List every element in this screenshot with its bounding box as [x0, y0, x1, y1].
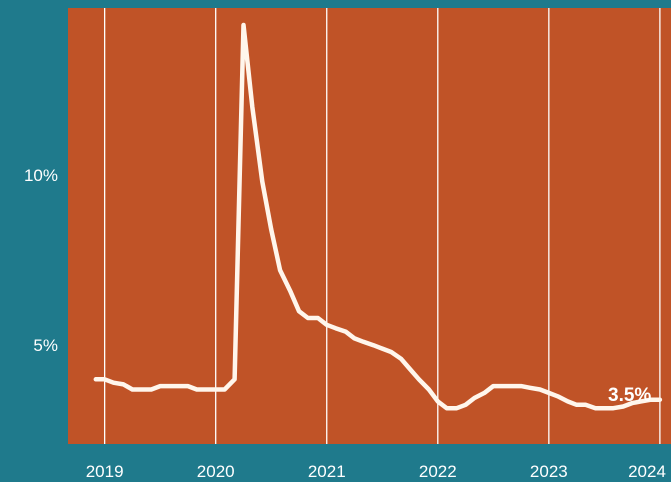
- x-tick-label: 2022: [419, 462, 457, 481]
- x-tick-label: 2023: [530, 462, 568, 481]
- x-tick-label: 2024: [628, 462, 666, 481]
- x-tick-label: 2019: [86, 462, 124, 481]
- y-tick-label: 5%: [33, 336, 58, 355]
- x-tick-label: 2020: [197, 462, 235, 481]
- x-tick-label: 2021: [308, 462, 346, 481]
- gridlines: [103, 8, 661, 444]
- axis-tick-labels: 2019 2020 2021 2022 2023 2024 5% 10%: [24, 166, 666, 481]
- plot-area: [68, 8, 671, 444]
- end-value-label: 3.5%: [608, 385, 651, 406]
- series-line: [93, 22, 663, 411]
- y-tick-label: 10%: [24, 166, 58, 185]
